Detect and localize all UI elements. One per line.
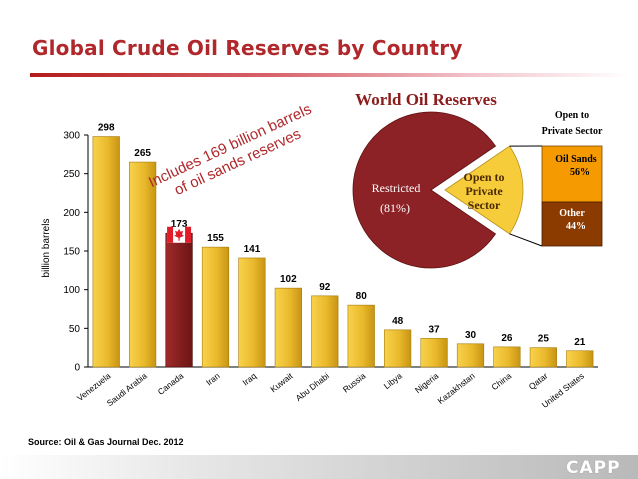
breakdown-label-oil-sands: Oil Sands	[555, 154, 597, 165]
pie-label-open: Sector	[468, 198, 501, 212]
bar-value-label: 102	[280, 274, 297, 285]
bar-value-label: 92	[319, 282, 331, 293]
connector-bottom	[509, 233, 543, 247]
x-tick-label: Iraq	[240, 371, 258, 388]
bar-value-label: 173	[171, 219, 188, 230]
breakdown-label-other: Other	[559, 208, 585, 219]
bar-iran	[201, 246, 230, 368]
bar-value-label: 48	[392, 316, 404, 327]
pie-value-restricted: (81%)	[380, 201, 410, 215]
x-tick-label: Kuwait	[268, 370, 295, 394]
y-tick-label: 300	[63, 131, 80, 142]
breakdown-oil-sands	[541, 145, 603, 203]
bar-abu-dhabi	[311, 295, 339, 368]
bar-value-label: 25	[538, 334, 550, 345]
x-tick-label: Qatar	[527, 371, 550, 392]
pie-label-restricted: Restricted	[372, 181, 421, 195]
y-tick-label: 100	[63, 285, 80, 296]
breakdown-title-line-1: Open to	[555, 110, 589, 121]
bar-canada	[165, 232, 193, 368]
title-underline	[30, 73, 630, 77]
pie-label-open: Open to	[463, 170, 504, 184]
bar-value-label: 265	[134, 148, 151, 159]
x-tick-label: Nigeria	[413, 371, 441, 396]
bar-russia	[347, 304, 375, 368]
x-tick-label: Russia	[341, 371, 368, 395]
bar-libya	[384, 329, 412, 368]
x-tick-label: Kazakhstan	[436, 371, 477, 406]
source-note: Source: Oil & Gas Journal Dec. 2012	[28, 437, 184, 447]
bar-value-label: 37	[429, 324, 441, 335]
breakdown-value-oil-sands: 56%	[570, 167, 590, 178]
bar-qatar	[529, 347, 557, 368]
bar-china	[493, 346, 521, 368]
bar-value-label: 155	[207, 233, 224, 244]
y-tick-label: 150	[63, 247, 80, 258]
pie-slice-restricted	[352, 111, 497, 269]
breakdown-value-other: 44%	[566, 221, 586, 232]
bar-value-label: 26	[501, 333, 513, 344]
page-title: Global Crude Oil Reserves by Country	[32, 36, 463, 60]
bar-value-label: 21	[574, 337, 586, 348]
bar-united-states	[566, 350, 594, 368]
footer-bar	[0, 455, 638, 479]
x-tick-label: Abu Dhabi	[294, 371, 332, 403]
x-tick-label: Saudi Arabia	[105, 371, 149, 409]
bar-value-label: 141	[244, 244, 261, 255]
bar-value-label: 80	[356, 291, 368, 302]
x-tick-label: Canada	[156, 371, 186, 397]
x-tick-label: China	[489, 371, 513, 393]
y-axis-label: billion barrels	[41, 219, 52, 278]
y-tick-label: 200	[63, 208, 80, 219]
bar-value-label: 298	[98, 123, 115, 134]
pie-title: World Oil Reserves	[355, 90, 497, 109]
pie-slice-open	[444, 145, 524, 235]
y-tick-label: 50	[69, 324, 81, 335]
bar-saudi-arabia	[129, 161, 157, 368]
breakdown-other	[541, 201, 603, 247]
bar-value-label: 30	[465, 330, 477, 341]
bar-kazakhstan	[456, 343, 485, 368]
bar-chart: billion barrels 050100150200250300298Ven…	[41, 101, 598, 410]
capp-logo: CAPP	[566, 458, 621, 478]
y-tick-label: 250	[63, 169, 80, 180]
pie-label-open: Private	[465, 184, 503, 198]
x-tick-label: Libya	[382, 371, 404, 392]
bar-nigeria	[420, 338, 448, 368]
bar-venezuela	[92, 136, 120, 368]
bar-iraq	[238, 257, 266, 368]
bar-kuwait	[274, 287, 302, 368]
breakdown-title-line-2: Private Sector	[542, 126, 603, 137]
canada-flag-icon	[167, 226, 192, 243]
pie-chart: World Oil Reserves Restricted (81%) Open t…	[352, 90, 603, 269]
x-tick-label: Iran	[204, 371, 222, 388]
y-tick-label: 0	[74, 363, 80, 374]
